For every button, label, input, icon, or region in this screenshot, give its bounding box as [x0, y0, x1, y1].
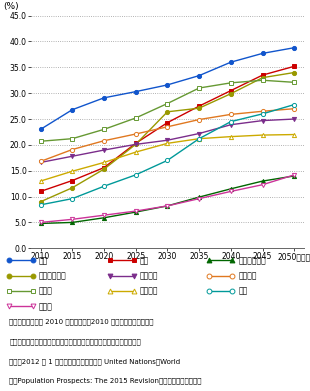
- Text: （2012 年 1 月推計）」、日本以外は United Nations「World: （2012 年 1 月推計）」、日本以外は United Nations「Wor…: [9, 358, 180, 365]
- Text: イギリス: イギリス: [140, 271, 159, 280]
- Text: Population Prospects: The 2015 Revision」より国土交通省作成: Population Prospects: The 2015 Revision」…: [9, 378, 202, 384]
- Text: （注）　いずれも 2010 年は実績値、2010 年以降は中位推計の値: （注） いずれも 2010 年は実績値、2010 年以降は中位推計の値: [9, 319, 154, 325]
- Text: 資料）　日本は国立社会保障・人口問題研究所「日本の将来推計人口: 資料） 日本は国立社会保障・人口問題研究所「日本の将来推計人口: [9, 339, 141, 345]
- Text: フランス: フランス: [238, 271, 257, 280]
- Text: アメリカ: アメリカ: [140, 287, 159, 296]
- Text: 中国: 中国: [238, 287, 248, 296]
- Text: インド: インド: [39, 302, 53, 311]
- Text: ドイツ: ドイツ: [39, 287, 53, 296]
- Text: インドネシア: インドネシア: [238, 256, 266, 265]
- Text: (%): (%): [4, 2, 19, 11]
- Text: 日本: 日本: [39, 256, 48, 265]
- Text: 韓国: 韓国: [140, 256, 149, 265]
- Text: シンガポール: シンガポール: [39, 271, 67, 280]
